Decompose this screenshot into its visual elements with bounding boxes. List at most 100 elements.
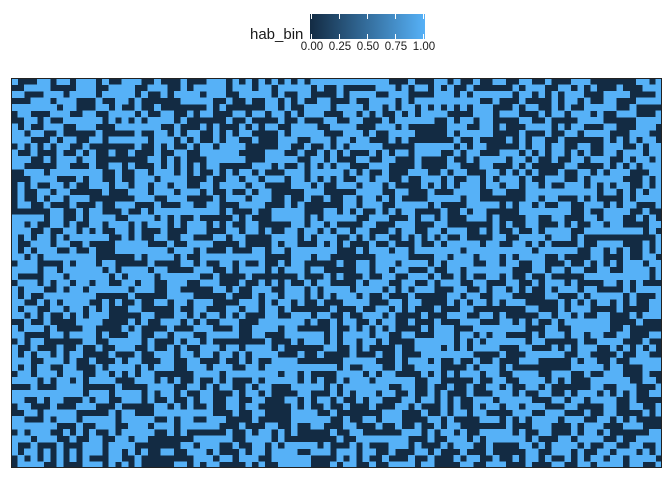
raster-cell [538, 442, 545, 449]
raster-cell [376, 124, 383, 131]
raster-cell [18, 189, 25, 196]
raster-cell [649, 286, 656, 293]
raster-cell [356, 332, 363, 339]
raster-cell [213, 91, 220, 98]
raster-cell [447, 267, 454, 274]
raster-cell [102, 423, 109, 430]
raster-cell [122, 78, 129, 85]
raster-cell [200, 371, 207, 378]
raster-cell [161, 117, 168, 124]
raster-cell [200, 208, 207, 215]
raster-cell [363, 91, 370, 98]
raster-cell [206, 267, 213, 274]
raster-cell [434, 377, 441, 384]
raster-cell [148, 338, 155, 345]
raster-cell [356, 260, 363, 267]
raster-cell [232, 78, 239, 85]
raster-cell [389, 208, 396, 215]
raster-cell [629, 150, 636, 157]
raster-cell [96, 397, 103, 404]
raster-cell [154, 208, 161, 215]
raster-cell [245, 429, 252, 436]
raster-cell [304, 104, 311, 111]
raster-cell [193, 98, 200, 105]
raster-cell [434, 306, 441, 313]
raster-cell [18, 228, 25, 235]
raster-cell [11, 163, 18, 170]
raster-cell [350, 195, 357, 202]
raster-cell [252, 377, 259, 384]
raster-cell [590, 117, 597, 124]
raster-cell [428, 286, 435, 293]
raster-cell [291, 254, 298, 261]
raster-cell [57, 111, 64, 118]
raster-cell [200, 150, 207, 157]
raster-cell [571, 397, 578, 404]
raster-cell [441, 332, 448, 339]
raster-cell [154, 150, 161, 157]
raster-cell [395, 150, 402, 157]
raster-cell [441, 143, 448, 150]
raster-cell [428, 455, 435, 462]
raster-cell [122, 345, 129, 352]
raster-cell [382, 215, 389, 222]
raster-cell [330, 241, 337, 248]
raster-cell [24, 169, 31, 176]
raster-cell [297, 98, 304, 105]
raster-cell [206, 189, 213, 196]
raster-cell [532, 195, 539, 202]
raster-cell [232, 182, 239, 189]
raster-cell [571, 267, 578, 274]
raster-cell [369, 195, 376, 202]
raster-cell [187, 273, 194, 280]
raster-cell [57, 130, 64, 137]
raster-cell [24, 117, 31, 124]
raster-cell [226, 98, 233, 105]
raster-cell [473, 280, 480, 287]
raster-cell [532, 85, 539, 92]
raster-cell [37, 130, 44, 137]
raster-cell [447, 247, 454, 254]
raster-cell [148, 85, 155, 92]
raster-cell [486, 397, 493, 404]
raster-cell [584, 436, 591, 443]
raster-cell [128, 416, 135, 423]
raster-cell [486, 345, 493, 352]
raster-cell [473, 325, 480, 332]
raster-cell [421, 176, 428, 183]
raster-cell [154, 137, 161, 144]
raster-cell [193, 163, 200, 170]
raster-cell [24, 85, 31, 92]
raster-cell [590, 423, 597, 430]
raster-cell [167, 319, 174, 326]
raster-cell [161, 189, 168, 196]
raster-cell [441, 254, 448, 261]
raster-cell [200, 221, 207, 228]
raster-cell [434, 104, 441, 111]
raster-cell [265, 364, 272, 371]
raster-cell [109, 449, 116, 456]
raster-cell [499, 286, 506, 293]
raster-cell [226, 221, 233, 228]
raster-cell [480, 104, 487, 111]
raster-cell [441, 247, 448, 254]
raster-cell [473, 182, 480, 189]
raster-cell [642, 358, 649, 365]
raster-cell [44, 273, 51, 280]
raster-cell [323, 273, 330, 280]
raster-cell [577, 234, 584, 241]
raster-cell [141, 176, 148, 183]
raster-cell [297, 117, 304, 124]
raster-cell [473, 195, 480, 202]
raster-cell [460, 286, 467, 293]
raster-cell [70, 234, 77, 241]
raster-cell [532, 182, 539, 189]
raster-cell [89, 338, 96, 345]
raster-cell [415, 150, 422, 157]
raster-cell [18, 429, 25, 436]
raster-cell [642, 254, 649, 261]
raster-cell [337, 143, 344, 150]
raster-cell [24, 137, 31, 144]
raster-cell [597, 111, 604, 118]
raster-cell [395, 117, 402, 124]
